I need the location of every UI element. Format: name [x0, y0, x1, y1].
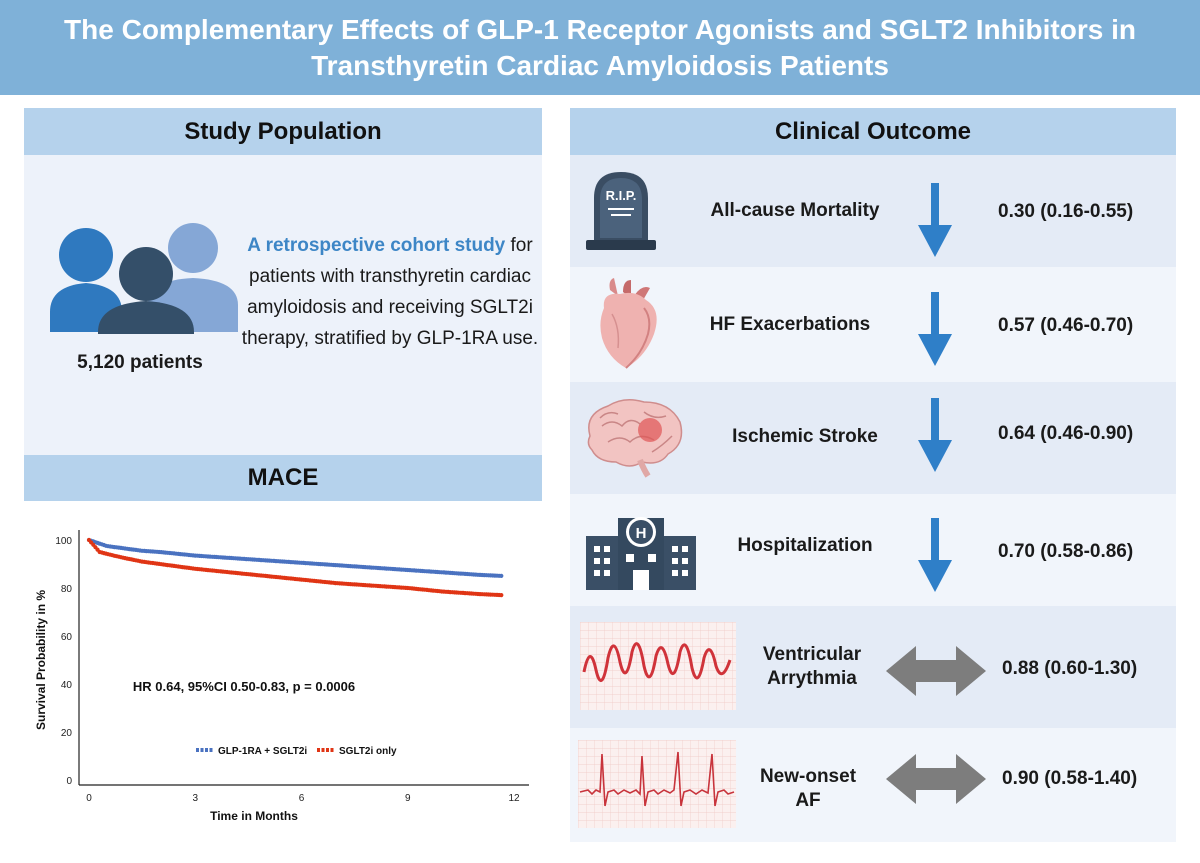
series-1: [86, 537, 504, 578]
mace-chart: 0 20 40 60 80 100 0 3 6 9 12 HR 0.64, 95%CI 0.50-…: [34, 530, 529, 823]
svg-text:H: H: [636, 525, 647, 542]
people-group-icon: [50, 223, 238, 334]
study-population-header: Study Population: [24, 108, 542, 155]
y-tick-label: 60: [61, 632, 73, 643]
outcome-row-mortality: [570, 155, 1176, 267]
outcome-value-hf: 0.57 (0.46-0.70): [998, 315, 1134, 336]
x-tick-label: 3: [192, 793, 198, 804]
legend-label-series-1: GLP-1RA + SGLT2i: [218, 746, 307, 757]
x-tick-label: 12: [508, 793, 520, 804]
clinical-outcome-header: Clinical Outcome: [570, 108, 1176, 155]
series-1-point: [499, 573, 504, 578]
ecg-arrhythmia-icon: [580, 622, 736, 710]
legend-label-series-2: SGLT2i only: [339, 746, 397, 757]
series-2-point: [499, 593, 504, 598]
chart-annotation: HR 0.64, 95%CI 0.50-0.83, p = 0.0006: [133, 679, 355, 694]
y-tick-label: 0: [66, 776, 72, 787]
ecg-af-icon: [578, 740, 736, 828]
brain-icon: [587, 399, 683, 478]
y-tick-label: 100: [55, 536, 72, 547]
outcome-label-af: New-onset AF: [759, 766, 857, 811]
patients-count: 5,120 patients: [77, 352, 203, 373]
legend: GLP-1RA + SGLT2i SGLT2i only: [196, 746, 397, 757]
arrow-down-icon: [918, 292, 952, 366]
x-tick-label: 6: [299, 793, 305, 804]
outcome-label-mortality: All-cause Mortality: [710, 200, 880, 221]
y-tick-label: 40: [61, 680, 73, 691]
outcome-value-hospitalization: 0.70 (0.58-0.86): [998, 541, 1134, 562]
title-banner: The Complementary Effects of GLP-1 Recep…: [0, 0, 1200, 95]
hospital-icon: H: [586, 517, 696, 590]
x-tick-label: 9: [405, 793, 411, 804]
series-2: [86, 537, 504, 598]
x-axis-label: Time in Months: [210, 809, 298, 823]
study-details: for patients with transthyretin cardiac …: [241, 235, 539, 349]
y-tick-label: 80: [61, 584, 73, 595]
double-arrow-icon: [886, 646, 986, 696]
tombstone-label: R.I.P.: [606, 188, 637, 203]
arrow-down-icon: [918, 518, 952, 592]
mace-header: MACE: [24, 455, 542, 501]
outcome-value-stroke: 0.64 (0.46-0.90): [998, 423, 1134, 444]
y-axis-label: Survival Probability in %: [34, 590, 48, 730]
heart-icon: [600, 278, 657, 369]
y-tick-label: 20: [61, 728, 73, 739]
page-title: The Complementary Effects of GLP-1 Recep…: [64, 13, 1136, 81]
study-description: A retrospective cohort study for patient…: [240, 230, 540, 354]
outcome-row-hf: [570, 267, 1176, 382]
arrow-down-icon: [918, 183, 952, 257]
tombstone-icon: R.I.P.: [586, 172, 656, 250]
arrow-down-icon: [918, 398, 952, 472]
outcome-label-hospitalization: Hospitalization: [737, 535, 873, 556]
x-tick-label: 0: [86, 793, 92, 804]
study-highlight: A retrospective cohort study: [247, 235, 506, 256]
outcome-label-hf: HF Exacerbations: [709, 314, 871, 335]
outcome-value-ventricular: 0.88 (0.60-1.30): [1002, 658, 1138, 679]
outcome-label-ventricular: Ventricular Arrythmia: [762, 644, 862, 689]
outcome-value-af: 0.90 (0.58-1.40): [1002, 768, 1138, 789]
outcome-value-mortality: 0.30 (0.16-0.55): [998, 201, 1134, 222]
outcome-label-stroke: Ischemic Stroke: [732, 426, 878, 447]
double-arrow-icon: [886, 754, 986, 804]
